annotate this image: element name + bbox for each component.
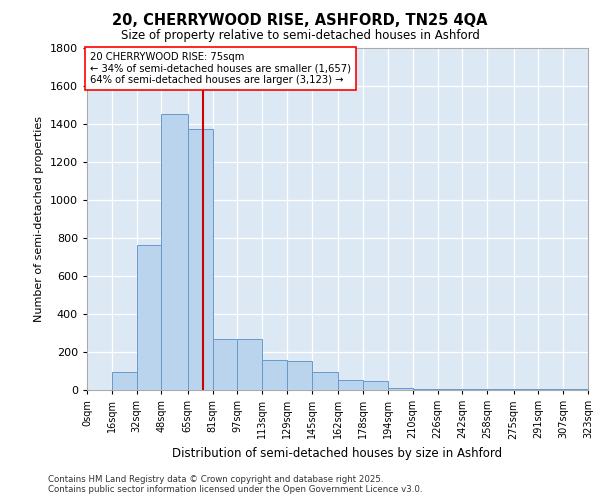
Bar: [338, 380, 363, 390]
Bar: [188, 130, 212, 390]
X-axis label: Distribution of semi-detached houses by size in Ashford: Distribution of semi-detached houses by …: [172, 447, 503, 460]
Bar: [212, 338, 238, 390]
Text: Contains HM Land Registry data © Crown copyright and database right 2025.
Contai: Contains HM Land Registry data © Crown c…: [48, 474, 422, 494]
Bar: [437, 389, 463, 390]
Bar: [262, 360, 287, 390]
Bar: [388, 388, 413, 390]
Bar: [413, 389, 437, 390]
Bar: [112, 372, 137, 390]
Bar: [137, 246, 161, 390]
Text: 20 CHERRYWOOD RISE: 75sqm
← 34% of semi-detached houses are smaller (1,657)
64% : 20 CHERRYWOOD RISE: 75sqm ← 34% of semi-…: [90, 52, 351, 86]
Bar: [287, 360, 312, 390]
Bar: [161, 114, 188, 390]
Bar: [312, 372, 338, 390]
Bar: [238, 338, 262, 390]
Bar: [363, 382, 388, 390]
Text: 20, CHERRYWOOD RISE, ASHFORD, TN25 4QA: 20, CHERRYWOOD RISE, ASHFORD, TN25 4QA: [112, 13, 488, 28]
Text: Size of property relative to semi-detached houses in Ashford: Size of property relative to semi-detach…: [121, 29, 479, 42]
Y-axis label: Number of semi-detached properties: Number of semi-detached properties: [34, 116, 44, 322]
